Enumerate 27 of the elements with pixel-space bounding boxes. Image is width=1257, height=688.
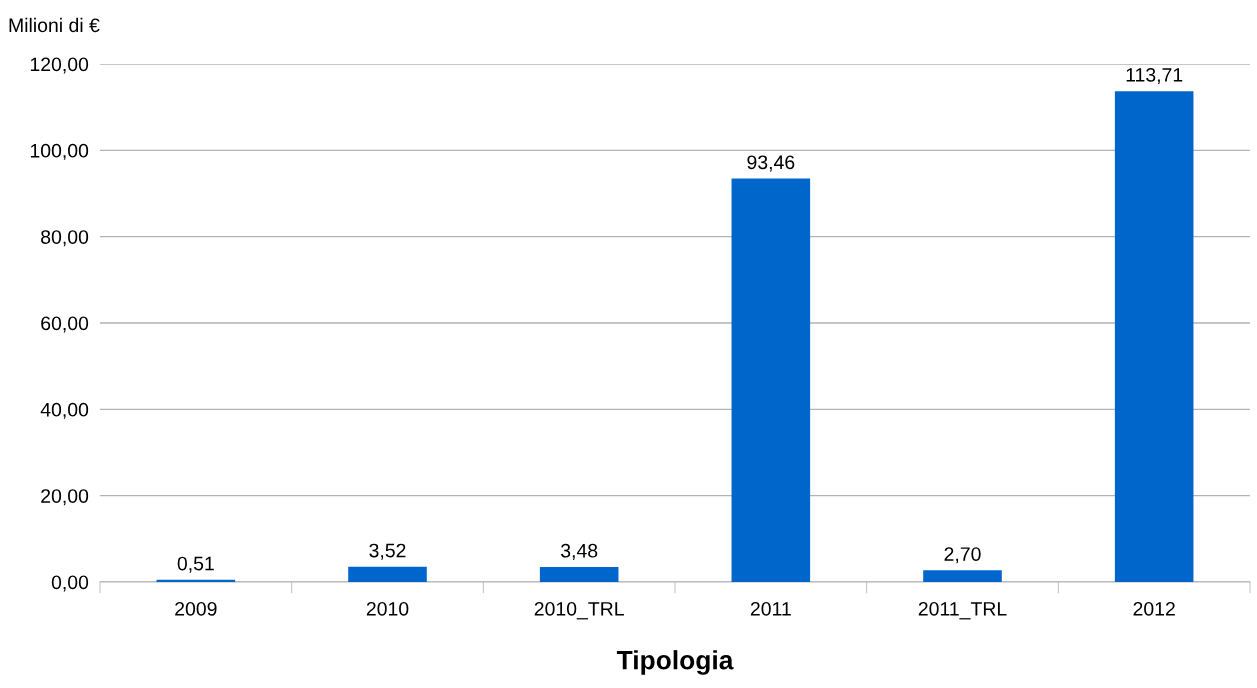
bar (731, 178, 811, 582)
y-tick-label: 80,00 (41, 230, 89, 247)
bar (1114, 91, 1194, 582)
x-tick-label: 2010 (366, 601, 409, 616)
data-label: 93,46 (747, 155, 795, 172)
data-label: 113,71 (1126, 67, 1183, 85)
bar (156, 579, 236, 582)
y-tick-label: 0,00 (51, 575, 89, 592)
x-tick-label: 2012 (1133, 601, 1175, 616)
x-tick-label: 2011 (750, 601, 791, 616)
x-axis-title: Tipologia (616, 650, 734, 675)
bar (348, 566, 427, 582)
x-tick-label: 2009 (175, 601, 217, 616)
bar (539, 566, 619, 582)
y-axis-title: Milioni di € (9, 17, 100, 33)
data-label: 0,51 (177, 556, 214, 573)
y-tick-label: 20,00 (41, 489, 89, 506)
y-tick-label: 120,00 (30, 57, 89, 74)
y-tick-label: 60,00 (41, 316, 89, 333)
y-tick-label: 100,00 (30, 143, 89, 160)
data-label: 3,48 (560, 543, 598, 560)
x-tick-label: 2010_TRL (534, 601, 624, 620)
data-label: 2,70 (944, 547, 981, 564)
data-label: 3,52 (369, 543, 406, 560)
bar (923, 570, 1002, 582)
y-tick-label: 40,00 (40, 402, 89, 419)
x-tick-label: 2011_TRL (918, 601, 1007, 620)
